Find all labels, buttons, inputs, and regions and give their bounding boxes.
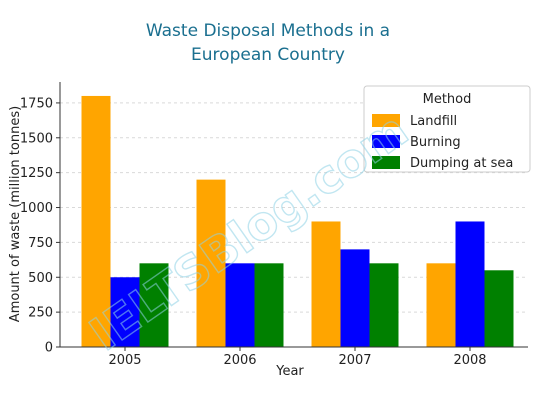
bar-burning-2005	[110, 277, 140, 347]
x-tick-label: 2006	[223, 353, 256, 368]
bar-landfill-2005	[81, 95, 111, 348]
legend-swatch-landfill	[372, 114, 400, 127]
legend-items: Landfill Burning Dumping at sea	[372, 114, 513, 171]
y-tick-labels: 0 250 500 750 1000 1250 1500 1750	[20, 96, 60, 356]
legend-swatch-dumping-at-sea	[372, 156, 400, 169]
bar-dumping-at-sea-2008	[484, 270, 514, 347]
y-tick-label: 1250	[20, 166, 53, 181]
chart-title-line2: European Country	[191, 45, 345, 65]
y-tick-label: 250	[28, 306, 53, 321]
x-tick-labels: 2005 2006 2007 2008	[108, 347, 487, 368]
bar-dumping-at-sea-2007	[369, 263, 399, 347]
axes	[59, 82, 528, 348]
chart-title-line1: Waste Disposal Methods in a	[146, 21, 390, 41]
bars-group	[81, 95, 514, 348]
y-tick-label: 1500	[20, 131, 53, 146]
legend-swatch-burning	[372, 135, 400, 148]
legend-label-landfill: Landfill	[410, 114, 457, 129]
bar-landfill-2006	[196, 179, 226, 347]
bar-landfill-2007	[311, 221, 341, 347]
legend-title: Method	[423, 92, 472, 107]
bar-burning-2008	[455, 221, 485, 347]
bar-burning-2006	[225, 263, 255, 347]
y-tick-label: 0	[45, 341, 53, 356]
bar-burning-2007	[340, 249, 370, 347]
x-tick-label: 2005	[108, 353, 141, 368]
y-tick-label: 1750	[20, 96, 53, 111]
y-axis-label: Amount of waste (million tonnes)	[8, 106, 23, 322]
bar-dumping-at-sea-2005	[139, 263, 169, 347]
legend-label-dumping-at-sea: Dumping at sea	[410, 156, 513, 171]
legend: Method Landfill Burning Dumping at sea	[363, 85, 531, 173]
bar-dumping-at-sea-2006	[254, 263, 284, 347]
x-tick-label: 2008	[453, 353, 486, 368]
y-tick-label: 500	[28, 271, 53, 286]
bar-landfill-2008	[426, 263, 456, 347]
y-tick-label: 750	[28, 236, 53, 251]
x-axis-label: Year	[275, 364, 304, 379]
x-tick-label: 2007	[338, 353, 371, 368]
legend-box	[363, 85, 531, 173]
y-tick-label: 1000	[20, 201, 53, 216]
legend-label-burning: Burning	[410, 135, 461, 150]
